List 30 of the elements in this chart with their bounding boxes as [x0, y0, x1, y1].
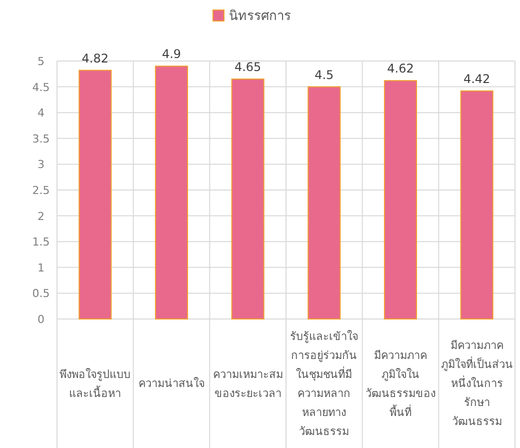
x-tick-label: ความเหมาะสมของระยะเวลา: [212, 366, 284, 402]
x-tick-label: พึงพอใจรูปแบบและเนื้อหา: [58, 366, 132, 402]
bar: [384, 80, 418, 320]
x-tick-label: มีความภาคภูมิใจในวัฒนธรรมของพื้นที่: [364, 348, 436, 420]
x-tick-label: ความน่าสนใจ: [137, 376, 206, 392]
y-tick-label: 0.5: [32, 287, 50, 300]
y-tick-label: 4: [38, 106, 44, 120]
y-tick-label: 2.5: [32, 184, 50, 197]
data-label: 4.65: [234, 60, 262, 74]
bar: [154, 66, 188, 320]
y-tick-label: 3: [38, 158, 44, 172]
y-tick-label: 3.5: [32, 132, 50, 146]
y-tick-label: 4.5: [32, 80, 50, 94]
y-tick-label: 1: [38, 261, 44, 274]
legend-label: นิทรรศการ: [229, 9, 291, 24]
data-label: 4.62: [387, 62, 414, 76]
bar: [231, 78, 264, 320]
x-tick-label: รับรู้และเข้าใจการอยู่ร่วมกันในชุมชนที่มีความหลากหลายทางวัฒนธรรม: [289, 328, 360, 440]
bar: [78, 70, 112, 320]
data-label: 4.42: [463, 72, 490, 86]
y-tick-label: 1.5: [32, 236, 50, 249]
data-label: 4.82: [82, 51, 109, 66]
bar: [460, 90, 494, 320]
data-label: 4.9: [162, 47, 182, 62]
y-tick-label: 5: [38, 55, 44, 68]
y-tick-label: 0: [38, 313, 44, 326]
x-tick-label: มีความภาคภูมิใจที่เป็นส่วนหนึ่งในการรักษาวัฒนธรรม: [440, 338, 514, 430]
bar: [308, 86, 341, 320]
data-label: 4.5: [314, 68, 334, 82]
y-tick-label: 2: [38, 210, 44, 223]
